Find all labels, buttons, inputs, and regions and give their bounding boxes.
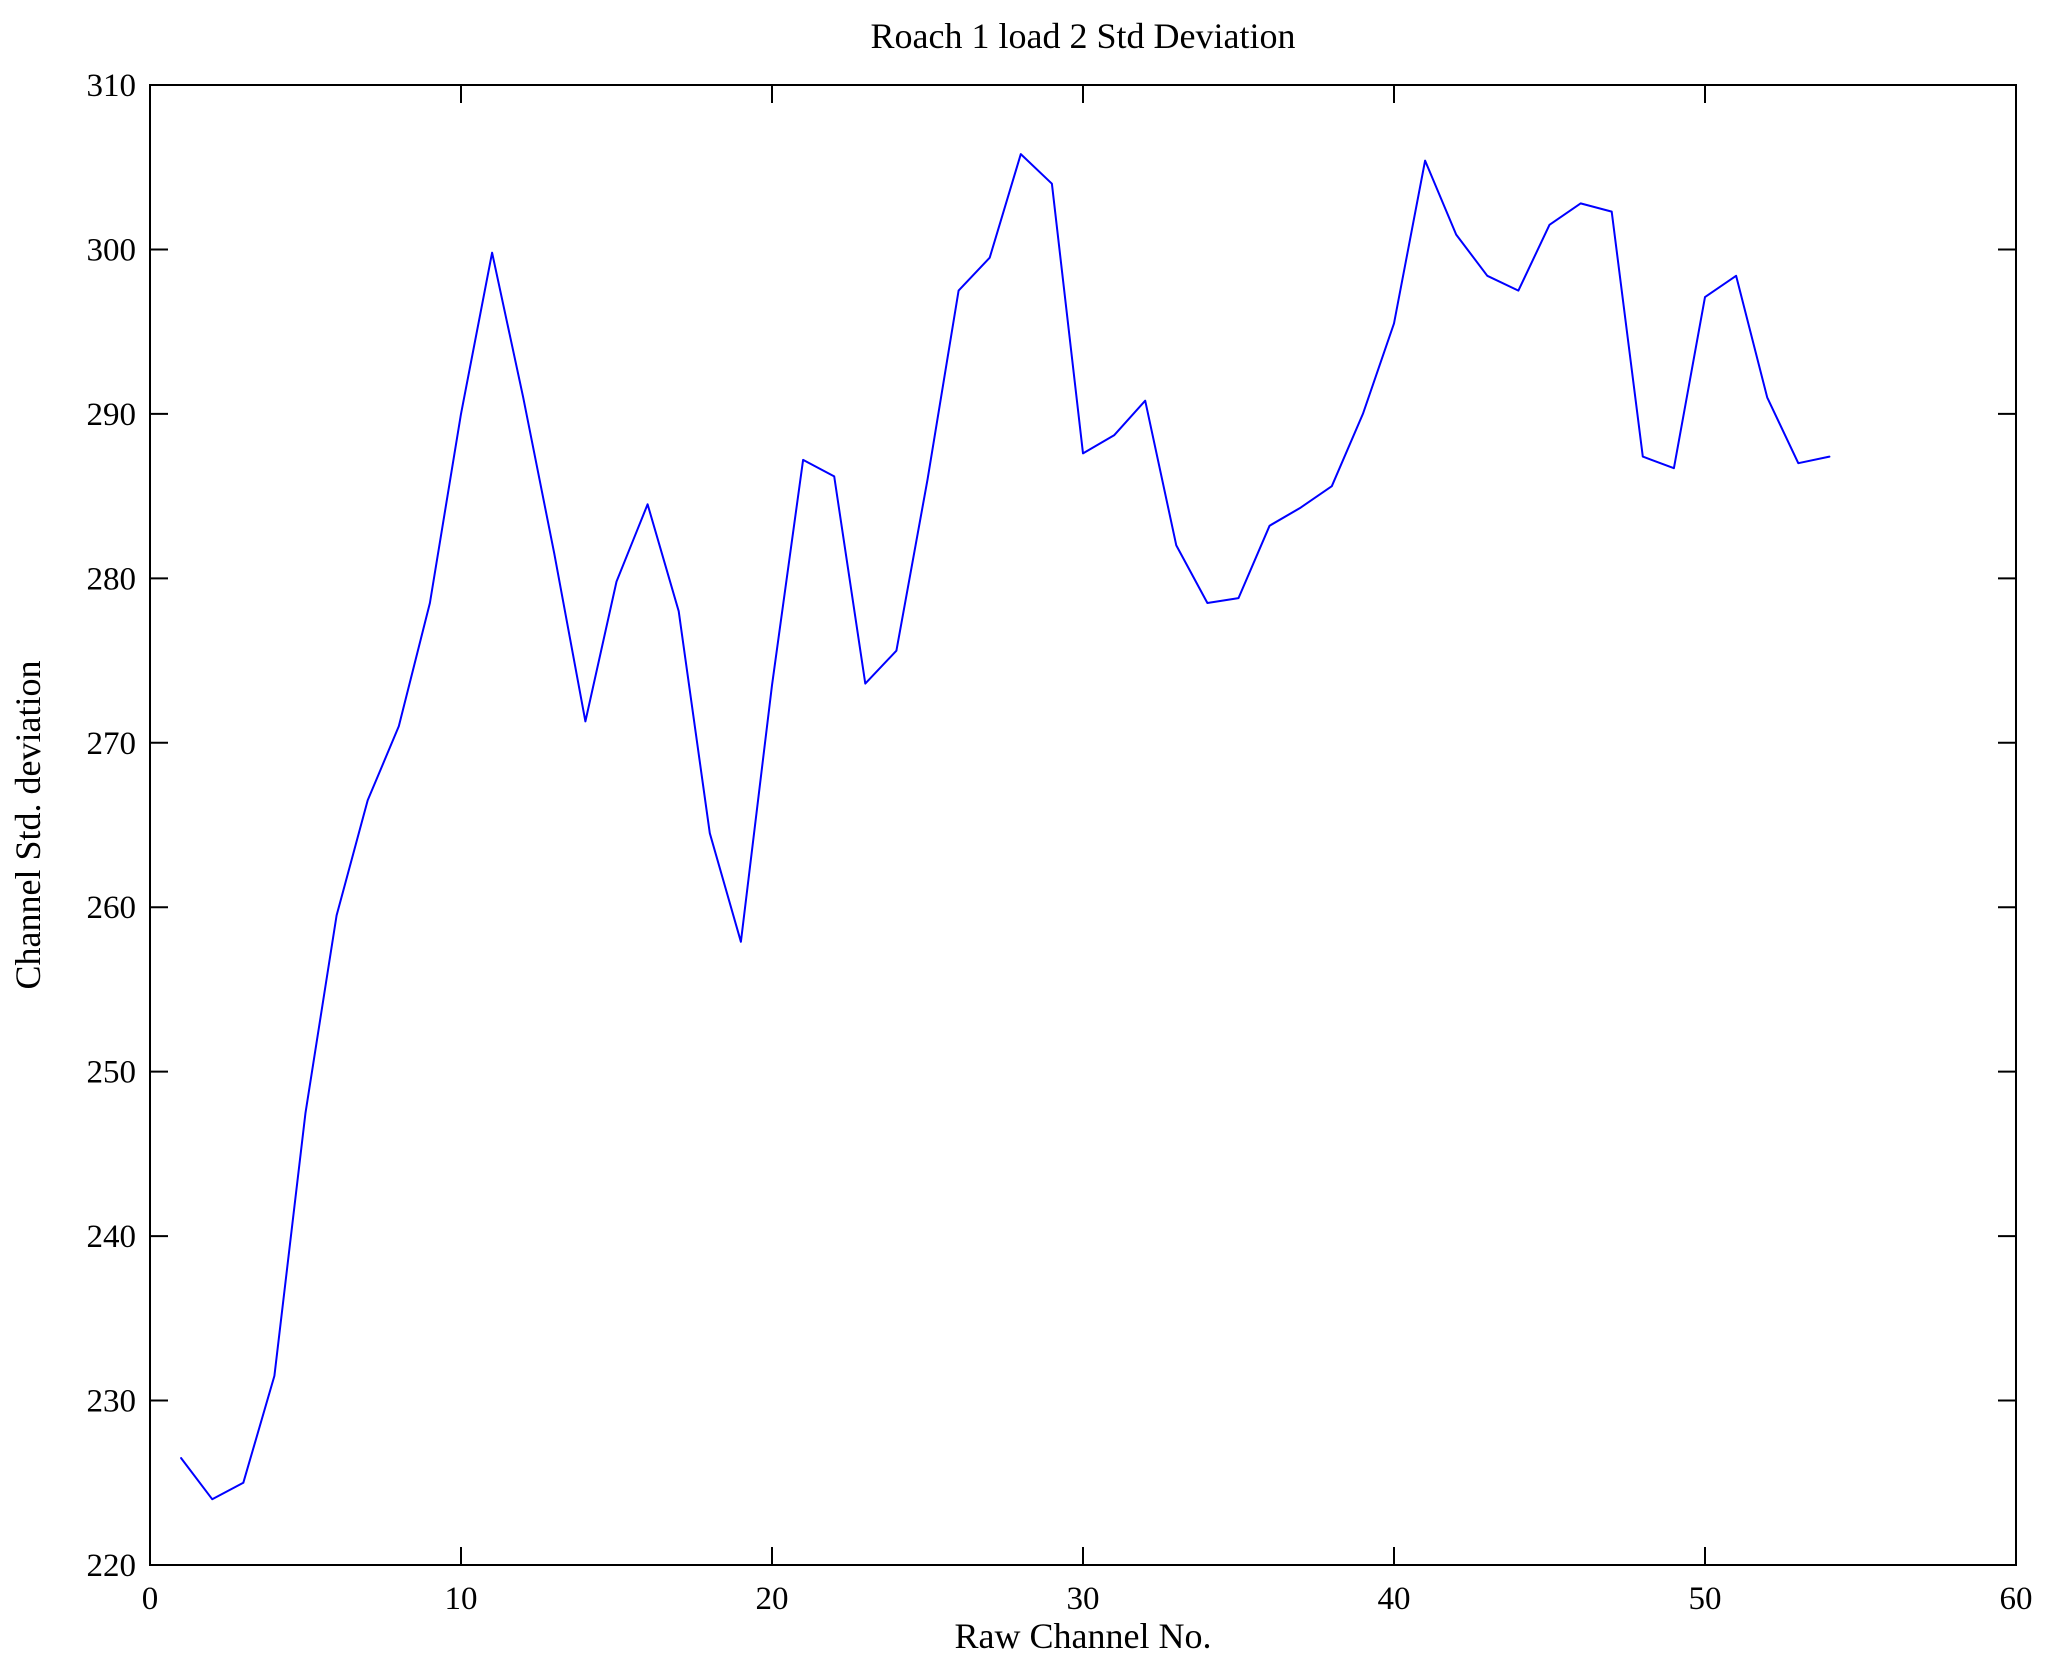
chart-title: Roach 1 load 2 Std Deviation	[871, 16, 1296, 56]
plot-area: 0 10 20 30 40 50 60 220 230 240 250 260 270 280 290 300…	[87, 68, 2033, 1617]
y-tick-label: 260	[87, 890, 137, 926]
y-tick-label: 230	[87, 1384, 137, 1420]
y-tick-label: 270	[87, 726, 137, 762]
x-tick-label: 60	[2000, 1581, 2033, 1617]
y-tick-label: 280	[87, 561, 137, 597]
y-tick-label: 250	[87, 1055, 137, 1091]
y-axis-label: Channel Std. deviation	[8, 661, 48, 990]
x-tick-label: 40	[1378, 1581, 1411, 1617]
y-tick-label: 300	[87, 232, 137, 268]
y-tick-label: 240	[87, 1219, 137, 1255]
x-tick-label: 0	[142, 1581, 159, 1617]
x-tick-label: 50	[1689, 1581, 1722, 1617]
axes-box	[149, 84, 2017, 1566]
y-tick-label: 310	[87, 68, 137, 104]
y-tick-label: 220	[87, 1548, 137, 1584]
x-tick-label: 10	[445, 1581, 478, 1617]
x-tick-label: 20	[756, 1581, 789, 1617]
x-axis-label: Raw Channel No.	[955, 1616, 1212, 1656]
y-tick-label: 290	[87, 397, 137, 433]
x-tick-label: 30	[1067, 1581, 1100, 1617]
data-line	[180, 153, 1831, 1501]
